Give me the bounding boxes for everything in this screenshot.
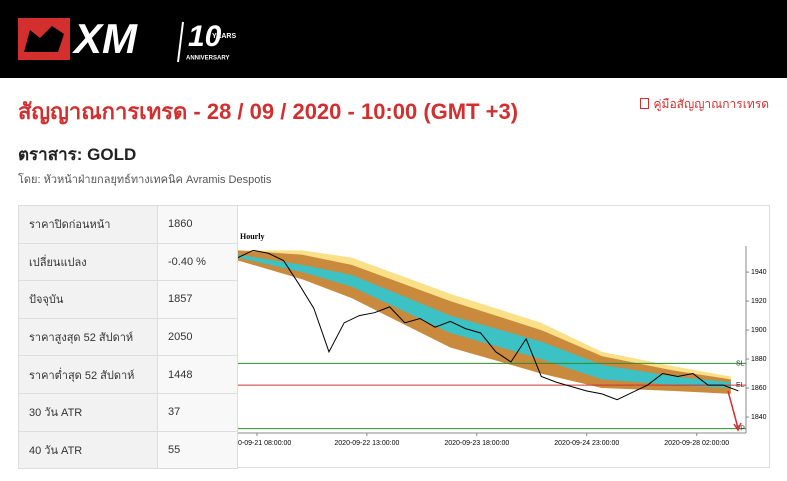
stats-table: ราคาปิดก่อนหน้า 1860 เปลี่ยนแปลง -0.40 % ปัจ… xyxy=(18,205,238,470)
x-tick-label: 2020-09-22 13:00:00 xyxy=(334,440,399,447)
target-arrow xyxy=(727,390,742,432)
row-label: 30 วัน ATR xyxy=(18,392,158,432)
row-label: ราคาต่ำสุด 52 สัปดาห์ xyxy=(18,355,158,394)
anniversary-years: YEARS xyxy=(212,33,236,40)
y-tick-label: 1940 xyxy=(751,269,767,276)
bull-icon xyxy=(24,26,64,52)
logo[interactable]: XM 10 YEARS ANNIVERSARY xyxy=(0,0,260,78)
header: XM 10 YEARS ANNIVERSARY xyxy=(0,0,787,78)
level-label: SL xyxy=(736,360,745,367)
table-row: ราคาต่ำสุด 52 สัปดาห์ 1448 xyxy=(18,355,238,394)
row-label: เปลี่ยนแปลง xyxy=(18,242,158,282)
y-tick-label: 1900 xyxy=(751,327,767,334)
row-value: 37 xyxy=(157,392,238,432)
row-value: 55 xyxy=(157,430,238,470)
row-value: 1860 xyxy=(157,205,238,244)
chart: Hourly 1840 1860 1880 1900 1920 1940 0-09-21 08… xyxy=(237,232,767,447)
row-label: ราคาปิดก่อนหน้า xyxy=(18,205,158,244)
y-tick-label: 1860 xyxy=(751,385,767,392)
instrument: ตราสาร: GOLD xyxy=(18,145,137,164)
row-label: ราคาสูงสุด 52 สัปดาห์ xyxy=(18,317,158,357)
price-line xyxy=(237,249,739,401)
table-row: ราคาปิดก่อนหน้า 1860 xyxy=(18,205,238,244)
author: โดย: หัวหน้าฝ่ายกลยุทธ์ทางเทคนิค Avramis… xyxy=(18,174,272,186)
table-row: เปลี่ยนแปลง -0.40 % xyxy=(18,242,238,282)
table-row: ราคาสูงสุด 52 สัปดาห์ 2050 xyxy=(18,317,238,357)
table-row: 30 วัน ATR 37 xyxy=(18,392,238,432)
row-value: 1448 xyxy=(157,355,238,394)
page-title: สัญญาณการเทรด - 28 / 09 / 2020 - 10:00 (… xyxy=(18,99,519,124)
x-tick-label: 2020-09-24 23:00:00 xyxy=(554,440,619,447)
y-tick-label: 1840 xyxy=(751,414,767,421)
chart-box: Hourly 1840 1860 1880 1900 1920 1940 0-09-21 08… xyxy=(237,205,770,468)
anniversary-word: ANNIVERSARY xyxy=(186,56,229,62)
row-label: 40 วัน ATR xyxy=(18,430,158,470)
logo-text: XM xyxy=(72,15,138,62)
row-value: 1857 xyxy=(157,280,238,319)
x-tick-label: 0-09-21 08:00:00 xyxy=(238,440,291,447)
guide-link[interactable]: คู่มือสัญญาณการเทรด xyxy=(640,95,769,114)
row-value: 2050 xyxy=(157,317,238,357)
table-row: 40 วัน ATR 55 xyxy=(18,430,238,470)
x-tick-label: 2020-09-23 18:00:00 xyxy=(444,440,509,447)
y-tick-label: 1920 xyxy=(751,298,767,305)
guide-link-text[interactable]: คู่มือสัญญาณการเทรด xyxy=(653,97,770,111)
table-row: ปัจจุบัน 1857 xyxy=(18,280,238,319)
level-label: EL xyxy=(736,382,745,389)
divider xyxy=(177,21,184,63)
anniversary-number: 10 xyxy=(188,20,222,53)
level-label: TP xyxy=(736,425,745,432)
chart-label: Hourly xyxy=(240,232,264,241)
pdf-icon xyxy=(640,98,650,109)
band xyxy=(238,254,731,389)
y-tick-label: 1880 xyxy=(751,356,767,363)
row-label: ปัจจุบัน xyxy=(18,280,158,319)
x-tick-label: 2020-09-28 02:00:00 xyxy=(664,440,729,447)
row-value: -0.40 % xyxy=(157,242,238,282)
